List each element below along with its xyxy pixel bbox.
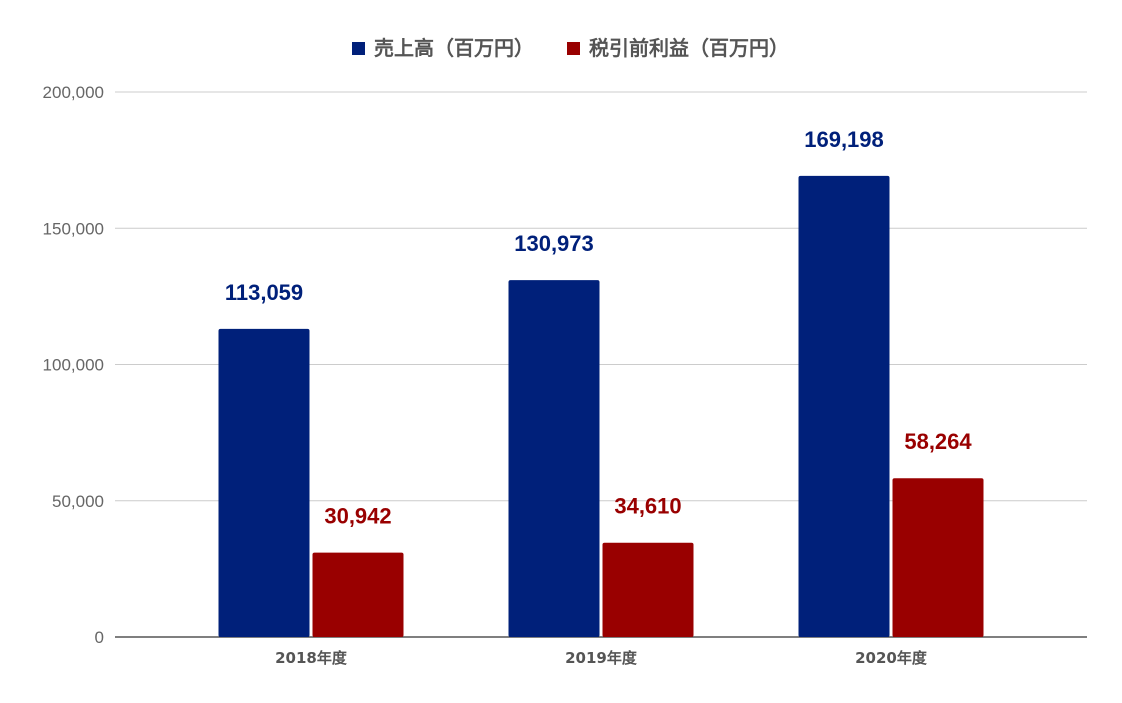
bar-sales-0 <box>218 328 310 637</box>
x-category-label: 2019年度 <box>565 649 638 667</box>
y-tick-label: 200,000 <box>43 83 104 102</box>
y-tick-label: 150,000 <box>43 219 104 238</box>
legend-label-sales: 売上高（百万円） <box>374 36 534 60</box>
x-category-label: 2020年度 <box>855 649 928 667</box>
y-tick-label: 50,000 <box>52 492 104 511</box>
x-category-label: 2018年度 <box>275 649 348 667</box>
data-label-sales-0: 113,059 <box>225 280 303 305</box>
bar-sales-2 <box>798 175 890 637</box>
legend-swatch-sales <box>352 42 365 55</box>
bar-pretax-profit-0 <box>312 552 404 637</box>
y-tick-label: 100,000 <box>43 356 104 375</box>
legend: 売上高（百万円） 税引前利益（百万円） <box>352 36 789 60</box>
legend-swatch-pretax-profit <box>567 42 580 55</box>
data-label-sales-1: 130,973 <box>514 231 594 256</box>
data-labels: 113,059 130,973 169,198 30,942 34,610 58,264 <box>225 127 973 529</box>
y-axis-ticks: 0 50,000 100,000 150,000 200,000 <box>43 83 104 647</box>
data-label-pretax-profit-1: 34,610 <box>614 494 681 519</box>
data-label-sales-2: 169,198 <box>804 127 884 152</box>
data-label-pretax-profit-0: 30,942 <box>324 504 391 529</box>
bars <box>218 175 984 637</box>
bar-pretax-profit-1 <box>602 542 694 637</box>
bar-pretax-profit-2 <box>892 478 984 637</box>
legend-label-pretax-profit: 税引前利益（百万円） <box>589 36 789 60</box>
bar-sales-1 <box>508 280 600 637</box>
y-tick-label: 0 <box>95 628 104 647</box>
data-label-pretax-profit-2: 58,264 <box>904 429 972 454</box>
x-axis-labels: 2018年度 2019年度 2020年度 <box>275 649 928 667</box>
